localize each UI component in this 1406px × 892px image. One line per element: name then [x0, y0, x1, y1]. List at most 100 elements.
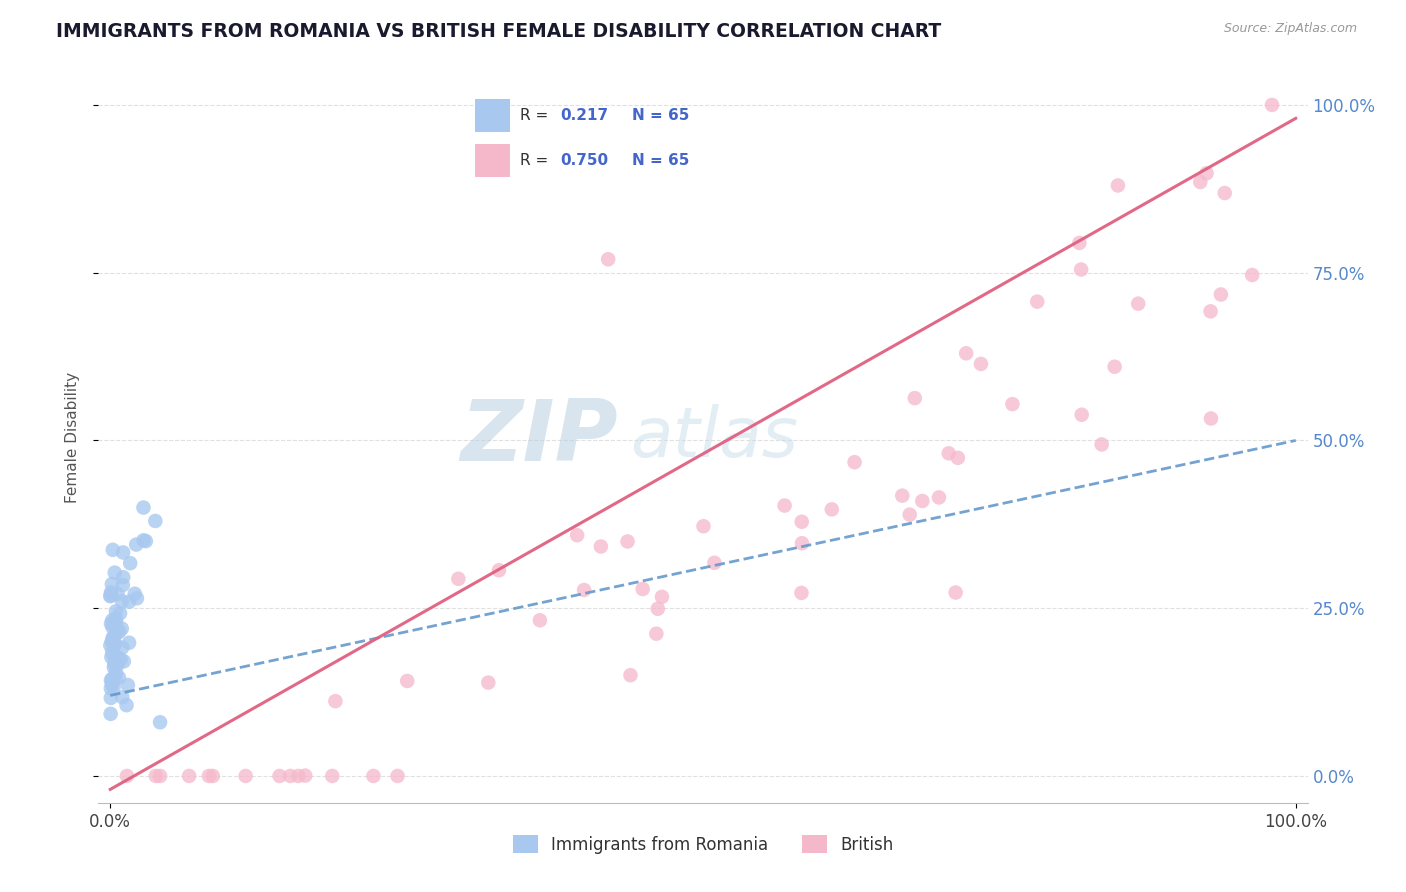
Point: [703, 556, 725, 570]
Text: atlas: atlas: [630, 403, 799, 471]
Point: [363, 769, 385, 783]
Point: [107, 625, 129, 640]
Point: [179, 769, 201, 783]
Point: [149, 769, 172, 783]
Point: [132, 500, 155, 515]
Point: [103, 634, 125, 648]
Point: [325, 694, 347, 708]
Point: [100, 634, 122, 648]
Point: [598, 252, 620, 267]
Point: [101, 646, 124, 660]
Point: [790, 536, 813, 550]
Point: [115, 698, 138, 713]
Point: [104, 612, 127, 626]
Point: [616, 534, 638, 549]
Point: [107, 587, 129, 601]
Point: [891, 489, 914, 503]
Point: [98, 589, 121, 603]
Text: ZIP: ZIP: [461, 395, 619, 479]
Point: [898, 508, 921, 522]
Point: [100, 588, 122, 602]
Point: [911, 494, 934, 508]
Point: [198, 769, 221, 783]
Point: [631, 582, 654, 596]
Point: [100, 650, 122, 665]
Point: [117, 678, 139, 692]
Point: [124, 587, 146, 601]
Point: [120, 556, 142, 570]
Point: [149, 715, 172, 730]
Point: [773, 499, 796, 513]
Point: [101, 677, 124, 691]
Point: [135, 534, 157, 549]
Point: [101, 620, 124, 634]
Point: [103, 660, 125, 674]
Point: [946, 450, 969, 465]
Point: [108, 671, 131, 685]
Point: [321, 769, 343, 783]
Point: [112, 654, 135, 668]
Point: [1241, 268, 1264, 282]
Point: [1261, 98, 1284, 112]
Point: [1104, 359, 1126, 374]
Point: [1199, 304, 1222, 318]
Point: [104, 604, 127, 618]
Point: [118, 595, 141, 609]
Point: [928, 491, 950, 505]
Point: [589, 540, 612, 554]
Point: [105, 615, 128, 630]
Point: [235, 769, 257, 783]
Point: [955, 346, 977, 360]
Point: [111, 594, 134, 608]
Point: [111, 690, 134, 705]
Point: [112, 570, 135, 584]
Point: [101, 672, 124, 686]
Point: [104, 637, 127, 651]
Point: [100, 706, 122, 721]
Point: [98, 639, 121, 653]
Point: [477, 675, 499, 690]
Point: [101, 631, 124, 645]
Point: [645, 626, 668, 640]
Point: [100, 681, 122, 696]
Text: IMMIGRANTS FROM ROMANIA VS BRITISH FEMALE DISABILITY CORRELATION CHART: IMMIGRANTS FROM ROMANIA VS BRITISH FEMAL…: [56, 22, 942, 41]
Point: [108, 607, 131, 621]
Point: [844, 455, 866, 469]
Text: Source: ZipAtlas.com: Source: ZipAtlas.com: [1223, 22, 1357, 36]
Point: [118, 636, 141, 650]
Point: [1189, 175, 1212, 189]
Point: [692, 519, 714, 533]
Point: [1026, 294, 1049, 309]
Point: [387, 769, 409, 783]
Point: [396, 673, 419, 688]
Point: [529, 613, 551, 627]
Point: [1070, 262, 1092, 277]
Point: [104, 665, 127, 680]
Point: [1209, 287, 1232, 301]
Point: [103, 636, 125, 650]
Point: [111, 622, 134, 636]
Point: [100, 690, 122, 705]
Point: [103, 657, 125, 671]
Point: [1195, 166, 1218, 180]
Point: [619, 668, 641, 682]
Point: [565, 528, 588, 542]
Point: [904, 391, 927, 405]
Point: [111, 578, 134, 592]
Point: [110, 652, 132, 666]
Point: [100, 585, 122, 599]
Legend: Immigrants from Romania, British: Immigrants from Romania, British: [506, 829, 900, 860]
Point: [125, 591, 148, 606]
Point: [269, 769, 291, 783]
Point: [101, 613, 124, 627]
Point: [572, 582, 595, 597]
Point: [101, 542, 124, 557]
Point: [488, 563, 510, 577]
Point: [145, 769, 167, 783]
Point: [101, 675, 124, 690]
Point: [107, 650, 129, 665]
Point: [1001, 397, 1024, 411]
Point: [278, 769, 301, 783]
Point: [790, 586, 813, 600]
Point: [104, 620, 127, 634]
